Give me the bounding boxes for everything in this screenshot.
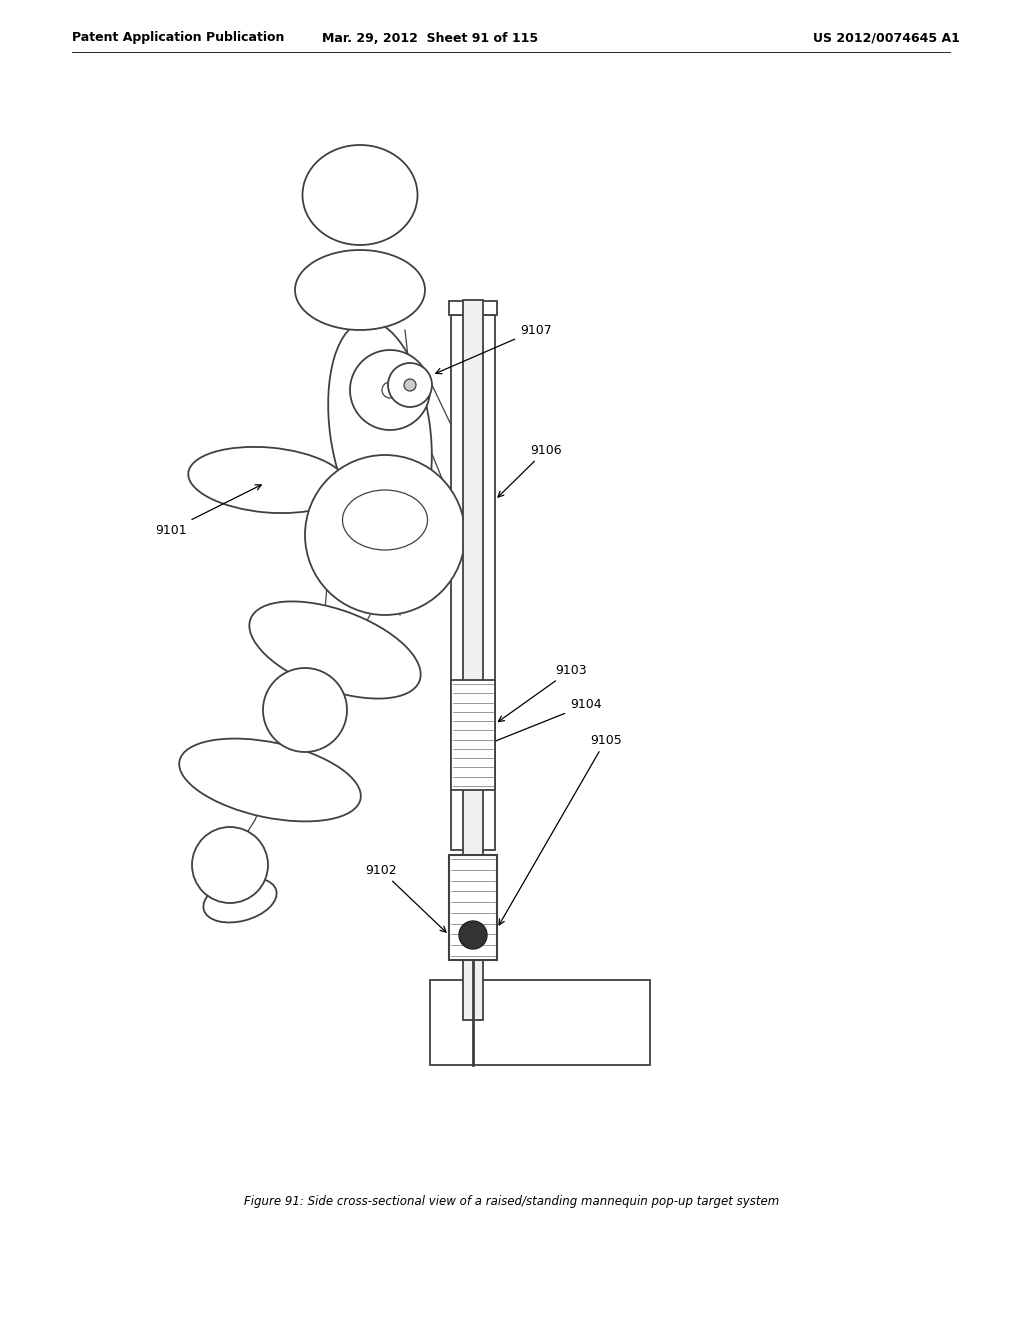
Ellipse shape: [204, 878, 276, 923]
Text: 9105: 9105: [499, 734, 622, 925]
Bar: [451, 315, 495, 850]
Text: 9103: 9103: [499, 664, 587, 722]
Text: 9101: 9101: [155, 484, 261, 536]
Circle shape: [382, 381, 398, 399]
Bar: [463, 300, 483, 1020]
Text: 9102: 9102: [365, 863, 446, 932]
Ellipse shape: [179, 739, 360, 821]
Text: Mar. 29, 2012  Sheet 91 of 115: Mar. 29, 2012 Sheet 91 of 115: [322, 32, 538, 45]
Circle shape: [193, 828, 268, 903]
Text: Figure 91: Side cross-sectional view of a raised/standing mannequin pop-up targe: Figure 91: Side cross-sectional view of …: [245, 1196, 779, 1209]
Circle shape: [459, 921, 487, 949]
Ellipse shape: [342, 490, 427, 550]
Text: 9106: 9106: [498, 444, 561, 498]
Bar: [449, 855, 497, 960]
Text: 9104: 9104: [486, 698, 602, 744]
Ellipse shape: [295, 249, 425, 330]
Text: US 2012/0074645 A1: US 2012/0074645 A1: [813, 32, 961, 45]
Circle shape: [404, 379, 416, 391]
Ellipse shape: [249, 602, 421, 698]
Circle shape: [305, 455, 465, 615]
Bar: [449, 301, 497, 315]
Text: Patent Application Publication: Patent Application Publication: [72, 32, 285, 45]
Circle shape: [263, 668, 347, 752]
Circle shape: [388, 363, 432, 407]
Ellipse shape: [328, 321, 432, 539]
Bar: [451, 680, 495, 789]
Text: 9107: 9107: [436, 323, 552, 374]
Circle shape: [350, 350, 430, 430]
Bar: [430, 979, 650, 1065]
Ellipse shape: [302, 145, 418, 246]
Ellipse shape: [188, 447, 348, 513]
